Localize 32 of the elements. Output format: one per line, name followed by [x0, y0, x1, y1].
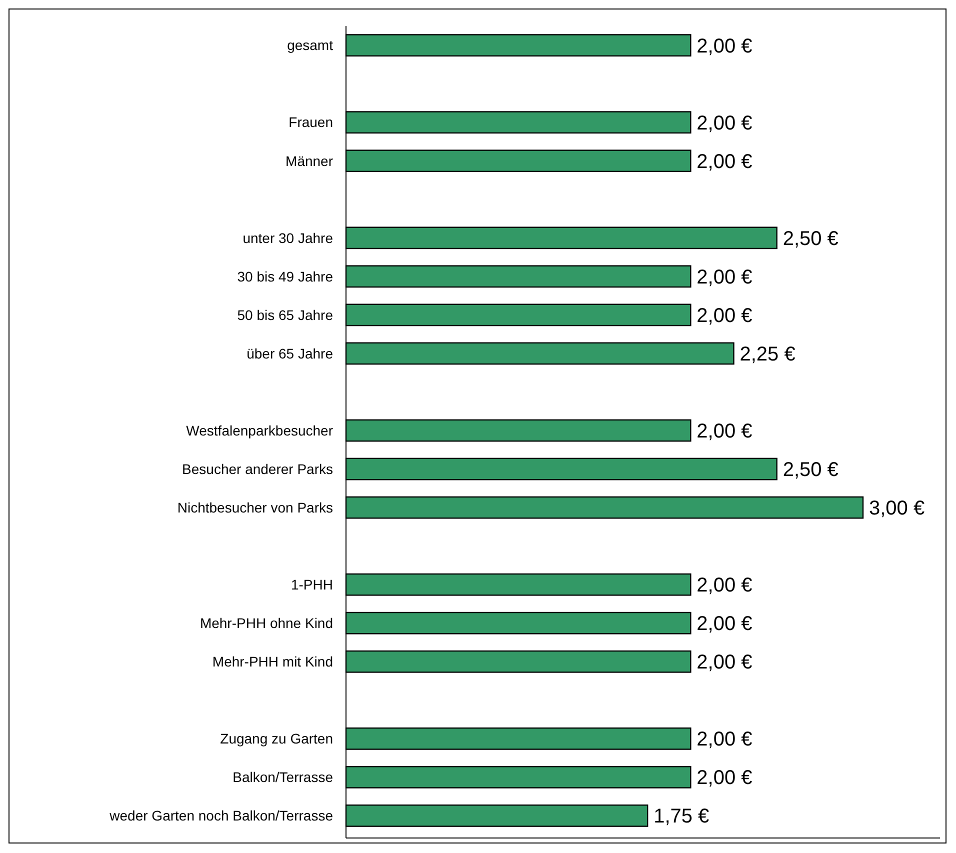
- y-tick-label: 1-PHH: [290, 576, 333, 592]
- data-label: 1,75 €: [654, 806, 710, 828]
- data-label: 2,00 €: [696, 35, 752, 58]
- data-label: 2,00 €: [696, 304, 752, 327]
- data-label: 2,50 €: [782, 459, 838, 482]
- y-tick-label: Balkon/Terrasse: [232, 769, 334, 786]
- data-label: 2,00 €: [696, 652, 752, 674]
- y-tick-label: über 65 Jahre: [246, 345, 334, 362]
- data-label: 2,00 €: [696, 574, 752, 597]
- y-tick-label: unter 30 Jahre: [242, 230, 334, 246]
- data-label: 2,00 €: [696, 150, 752, 173]
- y-tick-label: Männer: [286, 152, 334, 169]
- y-tick-label: Nichtbesucher von Parks: [177, 499, 333, 516]
- data-label: 2,00 €: [696, 266, 752, 288]
- data-label: 2,00 €: [696, 112, 752, 134]
- y-tick-label: Mehr-PHH mit Kind: [212, 654, 333, 670]
- y-tick-label: weder Garten noch Balkon/Terrasse: [108, 808, 334, 824]
- y-tick-label: Besucher anderer Parks: [182, 460, 333, 477]
- y-tick-label: gesamt: [287, 37, 334, 54]
- y-tick-label: Zugang zu Garten: [220, 730, 333, 747]
- y-tick-label: Westfalenparkbesucher: [186, 422, 334, 438]
- y-tick-label: 50 bis 65 Jahre: [237, 306, 334, 323]
- data-label: 2,00 €: [696, 767, 752, 790]
- data-label: 2,00 €: [696, 613, 752, 636]
- data-label: 2,00 €: [696, 728, 752, 751]
- data-label: 2,00 €: [696, 420, 752, 442]
- y-tick-label: 30 bis 49 Jahre: [237, 268, 334, 284]
- data-label: 2,50 €: [782, 228, 838, 250]
- y-tick-label: Mehr-PHH ohne Kind: [200, 615, 333, 631]
- y-tick-label: Frauen: [288, 114, 333, 130]
- data-label: 3,00 €: [869, 498, 925, 520]
- data-label: 2,25 €: [740, 343, 796, 366]
